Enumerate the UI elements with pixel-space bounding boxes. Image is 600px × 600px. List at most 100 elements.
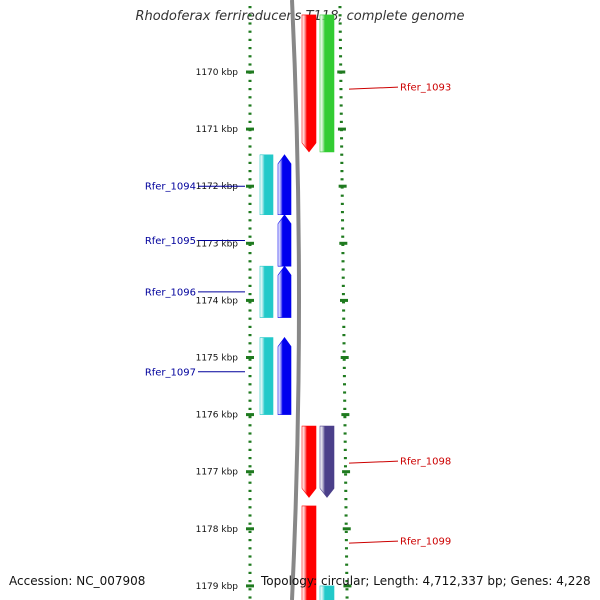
- rail-dot-left: [248, 342, 252, 345]
- rail-dot-left: [248, 284, 252, 287]
- tick-label: 1174 kbp: [196, 296, 239, 306]
- rail-dot-left: [248, 268, 252, 271]
- rail-dot-right: [341, 235, 345, 238]
- rail-dot-right: [343, 391, 347, 394]
- feature-blue-1094: [277, 154, 292, 216]
- rail-dot-left: [248, 481, 252, 484]
- rail-dot-right: [342, 350, 346, 353]
- rail-dot-right: [342, 309, 346, 312]
- tick-major-right: [342, 470, 351, 474]
- rail-dot-right: [345, 588, 349, 591]
- rail-dot-right: [342, 383, 346, 386]
- rail-dot-left: [248, 120, 252, 123]
- rail-dot-left: [248, 432, 252, 435]
- rail-dot-left: [248, 473, 252, 476]
- feature-red-1099: [301, 505, 317, 600]
- rail-dot-left: [248, 211, 252, 214]
- rail-dot-left: [248, 350, 252, 353]
- rail-dot-left: [248, 170, 252, 173]
- rail-dot-left: [248, 375, 252, 378]
- label-leader: [348, 540, 399, 544]
- rail-dot-right: [340, 170, 344, 173]
- rail-dot-left: [248, 219, 252, 222]
- rail-dot-left: [248, 194, 252, 197]
- rail-dot-left: [248, 137, 252, 140]
- feature-label: Rfer_1095: [145, 236, 196, 247]
- map-title: Rhodoferax ferrireducens T118, complete …: [135, 9, 465, 24]
- rail-dot-left: [248, 407, 252, 410]
- rail-dot-right: [338, 6, 342, 9]
- feature-blue-1097: [277, 337, 292, 415]
- tick-major-left: [246, 241, 254, 245]
- rail-dot-left: [248, 448, 252, 451]
- tick-major-right: [343, 584, 352, 588]
- rail-dot-left: [248, 334, 252, 337]
- rail-dot-right: [341, 227, 345, 230]
- tick-label: 1173 kbp: [196, 239, 239, 249]
- feature-cyan-1097: [259, 337, 274, 415]
- feature-label: Rfer_1093: [400, 83, 451, 94]
- rail-dot-right: [339, 88, 343, 91]
- rail-dot-right: [343, 407, 347, 410]
- rail-dot-right: [344, 473, 348, 476]
- tick-label: 1175 kbp: [196, 354, 239, 364]
- rail-dot-left: [248, 399, 252, 402]
- rail-dot-right: [344, 506, 348, 509]
- rail-dot-left: [248, 14, 252, 17]
- rail-dot-right: [345, 563, 349, 566]
- accession-text: Accession: NC_007908: [9, 574, 146, 588]
- rail-dot-left: [248, 22, 252, 25]
- tick-major-right: [337, 70, 346, 74]
- rail-dot-left: [248, 366, 252, 369]
- rail-dot-right: [338, 47, 342, 50]
- feature-cyan-1094: [259, 154, 274, 216]
- rail-dot-left: [248, 260, 252, 263]
- rail-dot-right: [345, 596, 349, 599]
- rail-dot-left: [248, 440, 252, 443]
- rail-dot-left: [248, 96, 252, 99]
- rail-dot-right: [342, 375, 346, 378]
- rail-dot-left: [248, 547, 252, 550]
- rail-dot-left: [248, 465, 252, 468]
- rail-dot-right: [343, 448, 347, 451]
- rail-dot-right: [341, 268, 345, 271]
- rail-dot-left: [248, 457, 252, 460]
- rail-dot-right: [342, 325, 346, 328]
- rail-dot-left: [248, 47, 252, 50]
- rail-dot-left: [248, 153, 252, 156]
- rail-dot-right: [341, 284, 345, 287]
- rail-dot-left: [248, 563, 252, 566]
- feature-blue-1096: [277, 265, 292, 318]
- genome-summary: Topology: circular; Length: 4,712,337 bp…: [261, 574, 591, 588]
- rail-dot-left: [248, 293, 252, 296]
- rail-dot-right: [340, 211, 344, 214]
- feature-green-1: [319, 14, 335, 153]
- rail-dot-left: [248, 235, 252, 238]
- rail-dot-right: [344, 539, 348, 542]
- rail-dot-right: [342, 358, 346, 361]
- tick-major-left: [246, 184, 254, 188]
- tick-label: 1178 kbp: [196, 525, 239, 535]
- feature-cyan-1096: [259, 265, 274, 318]
- rail-dot-right: [342, 342, 346, 345]
- rail-dot-left: [248, 596, 252, 599]
- rail-dot-right: [344, 514, 348, 517]
- tick-major-right: [342, 527, 351, 531]
- feature-red-1098: [301, 425, 317, 498]
- tick-major-left: [246, 413, 254, 417]
- rail-dot-right: [342, 334, 346, 337]
- tick-label: 1176 kbp: [196, 411, 239, 421]
- rail-dot-left: [248, 55, 252, 58]
- label-leader: [348, 86, 399, 90]
- rail-dot-right: [340, 202, 344, 205]
- rail-dot-right: [340, 153, 344, 156]
- rail-dot-left: [248, 63, 252, 66]
- rail-dot-left: [248, 416, 252, 419]
- rail-dot-left: [248, 38, 252, 41]
- rail-dot-right: [340, 178, 344, 181]
- rail-dot-left: [248, 145, 252, 148]
- tick-major-right: [340, 356, 349, 359]
- tick-label: 1177 kbp: [196, 468, 239, 478]
- rail-dot-right: [343, 457, 347, 460]
